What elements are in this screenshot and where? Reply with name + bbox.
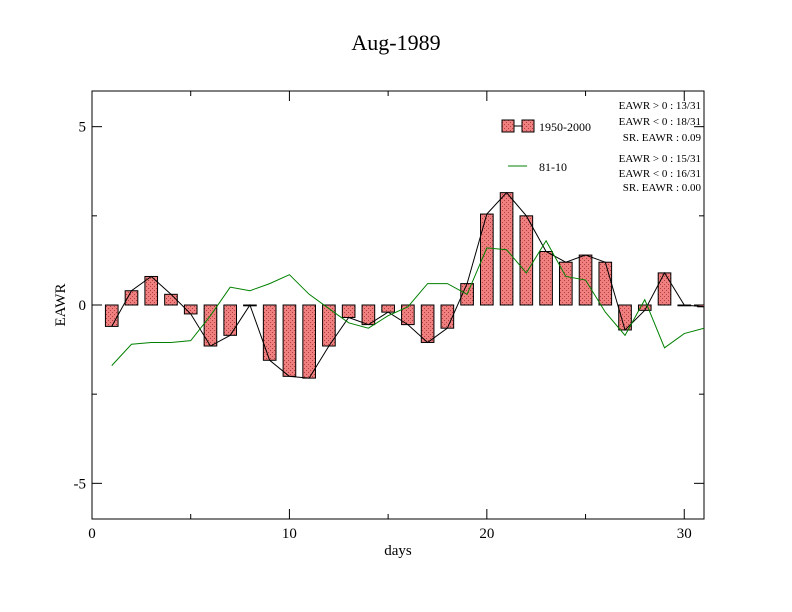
bar-day-13 — [341, 304, 356, 318]
y-tick-label: 5 — [79, 120, 87, 136]
x-axis-label: days — [384, 543, 412, 559]
y-tick-label: -5 — [74, 476, 87, 492]
bar-day-26 — [598, 261, 613, 306]
x-tick-label: 20 — [479, 526, 494, 542]
legend-label-81-10: 81-10 — [539, 160, 567, 174]
stat-8110-neg: EAWR < 0 : 16/31 — [619, 168, 701, 180]
bar-day-29 — [657, 272, 672, 306]
y-axis-label: EAWR — [53, 284, 69, 327]
stat-1950-sr: SR. EAWR : 0.09 — [623, 132, 702, 144]
bar-day-18 — [440, 304, 455, 329]
chart-title: Aug-1989 — [351, 30, 440, 55]
line-series — [111, 191, 704, 379]
bar-day-22 — [519, 215, 534, 306]
x-tick-label: 30 — [677, 526, 692, 542]
bar-series — [104, 192, 704, 379]
bar-day-15 — [381, 304, 395, 313]
x-tick-label: 10 — [282, 526, 297, 542]
bar-day-9 — [262, 304, 277, 361]
stat-8110-sr: SR. EAWR : 0.00 — [623, 182, 702, 194]
legend-bar-swatch-2 — [521, 119, 535, 133]
legend-bar-swatch — [501, 119, 515, 133]
bar-day-23 — [539, 251, 553, 306]
x-axis: 0 10 20 30 — [88, 91, 692, 542]
stat-8110-pos: EAWR > 0 : 15/31 — [619, 153, 701, 165]
y-tick-label: 0 — [79, 298, 87, 314]
bar-day-7 — [223, 304, 238, 336]
stat-1950-pos: EAWR > 0 : 13/31 — [619, 100, 701, 112]
legend: 1950-2000 81-10 — [501, 119, 591, 174]
bar-day-6 — [203, 304, 218, 347]
bar-day-11 — [302, 304, 316, 379]
stats-box: EAWR > 0 : 13/31 EAWR < 0 : 18/31 SR. EA… — [619, 100, 702, 194]
bar-day-10 — [282, 304, 297, 377]
bar-day-4 — [164, 293, 178, 306]
y-axis: -5 0 5 — [74, 120, 704, 492]
stat-1950-neg: EAWR < 0 : 18/31 — [619, 116, 701, 128]
x-tick-label: 0 — [88, 526, 96, 542]
plot-frame — [91, 90, 705, 520]
line-1950-2000 — [111, 191, 704, 379]
line-81-10 — [111, 239, 704, 366]
bar-day-17 — [420, 304, 435, 343]
legend-label-1950-2000: 1950-2000 — [539, 120, 591, 134]
bar-day-1 — [104, 304, 119, 327]
